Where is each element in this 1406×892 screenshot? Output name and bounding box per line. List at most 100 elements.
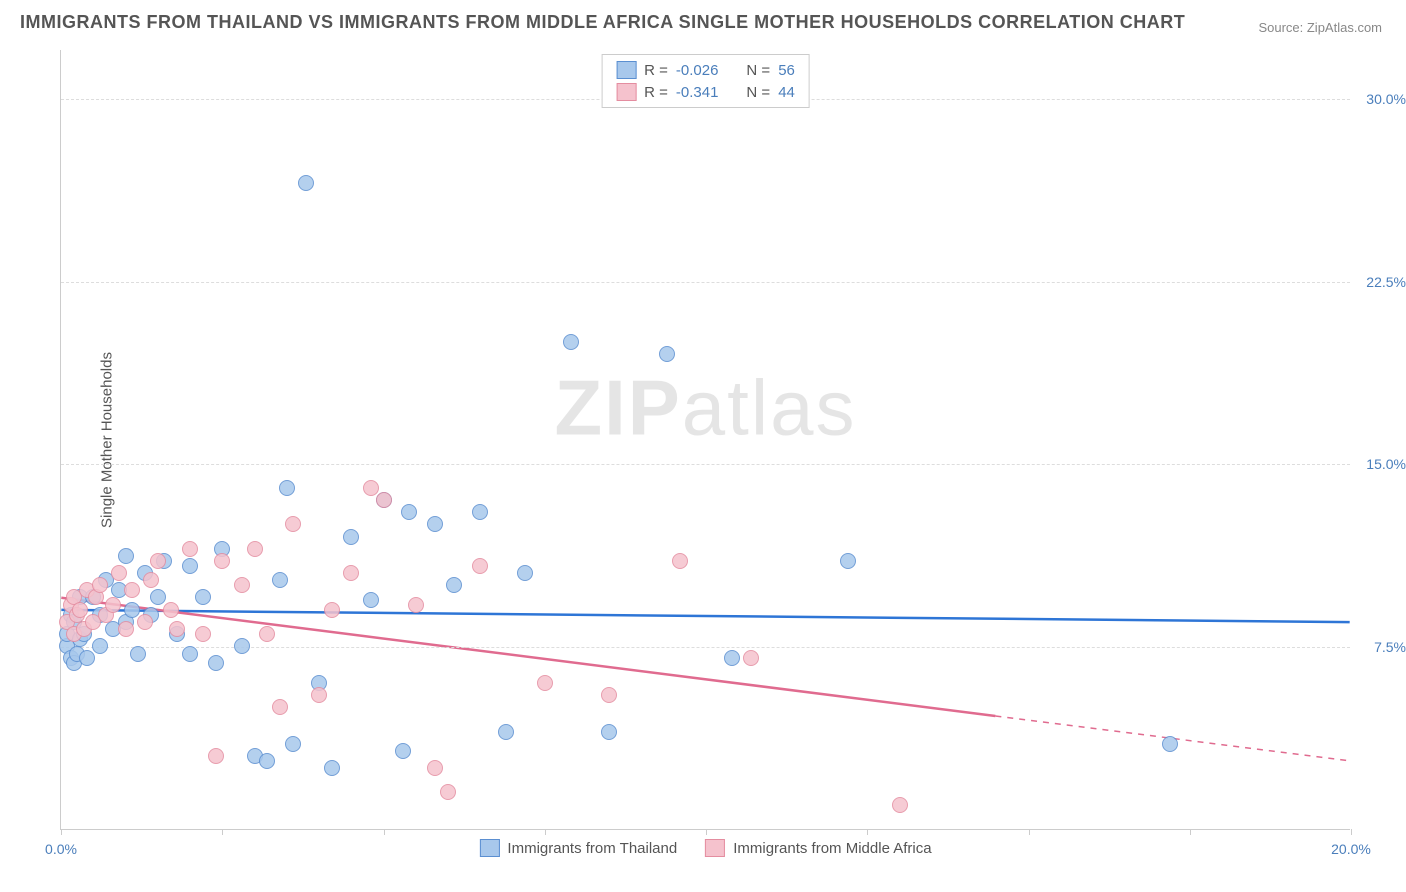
r-label: R = — [644, 62, 668, 79]
n-label: N = — [746, 84, 770, 101]
scatter-point — [182, 541, 198, 557]
x-tick — [61, 829, 62, 835]
legend-item-africa: Immigrants from Middle Africa — [705, 839, 931, 857]
legend-item-thailand: Immigrants from Thailand — [479, 839, 677, 857]
scatter-point — [137, 614, 153, 630]
scatter-point — [324, 760, 340, 776]
legend-swatch-africa — [705, 839, 725, 857]
scatter-point — [298, 175, 314, 191]
x-tick — [706, 829, 707, 835]
scatter-point — [279, 480, 295, 496]
scatter-point — [272, 572, 288, 588]
scatter-point — [234, 577, 250, 593]
x-tick — [1029, 829, 1030, 835]
scatter-point — [124, 582, 140, 598]
scatter-point — [892, 797, 908, 813]
r-value-africa: -0.341 — [676, 84, 719, 101]
scatter-point — [130, 646, 146, 662]
scatter-point — [182, 558, 198, 574]
scatter-point — [150, 589, 166, 605]
scatter-point — [498, 724, 514, 740]
scatter-point — [601, 687, 617, 703]
scatter-point — [208, 748, 224, 764]
scatter-point — [163, 602, 179, 618]
r-value-thailand: -0.026 — [676, 62, 719, 79]
scatter-point — [169, 621, 185, 637]
scatter-point — [427, 516, 443, 532]
scatter-point — [259, 753, 275, 769]
y-axis-label: Single Mother Households — [98, 352, 115, 528]
scatter-point — [472, 558, 488, 574]
scatter-point — [72, 602, 88, 618]
scatter-point — [517, 565, 533, 581]
x-tick — [222, 829, 223, 835]
legend-label-africa: Immigrants from Middle Africa — [733, 840, 931, 857]
scatter-point — [195, 626, 211, 642]
watermark: ZIPatlas — [554, 363, 856, 454]
gridline — [61, 282, 1350, 283]
scatter-point — [234, 638, 250, 654]
y-tick-label: 30.0% — [1366, 91, 1406, 107]
y-tick-label: 15.0% — [1366, 456, 1406, 472]
scatter-point — [324, 602, 340, 618]
correlation-legend: R = -0.026 N = 56 R = -0.341 N = 44 — [601, 54, 810, 108]
scatter-point — [343, 529, 359, 545]
scatter-point — [92, 577, 108, 593]
x-tick — [384, 829, 385, 835]
legend-swatch-thailand — [616, 61, 636, 79]
scatter-point — [272, 699, 288, 715]
legend-swatch-africa — [616, 83, 636, 101]
scatter-point — [659, 346, 675, 362]
scatter-point — [214, 553, 230, 569]
scatter-point — [118, 621, 134, 637]
n-value-africa: 44 — [778, 84, 795, 101]
r-label: R = — [644, 84, 668, 101]
y-tick-label: 22.5% — [1366, 274, 1406, 290]
legend-label-thailand: Immigrants from Thailand — [507, 840, 677, 857]
scatter-point — [118, 548, 134, 564]
scatter-point — [840, 553, 856, 569]
scatter-point — [363, 592, 379, 608]
scatter-point — [285, 516, 301, 532]
x-tick — [1190, 829, 1191, 835]
scatter-point — [440, 784, 456, 800]
scatter-point — [743, 650, 759, 666]
scatter-point — [79, 650, 95, 666]
x-tick — [867, 829, 868, 835]
scatter-point — [427, 760, 443, 776]
legend-row-thailand: R = -0.026 N = 56 — [616, 59, 795, 81]
scatter-point — [105, 597, 121, 613]
scatter-point — [195, 589, 211, 605]
scatter-point — [311, 687, 327, 703]
y-tick-label: 7.5% — [1374, 639, 1406, 655]
series-legend: Immigrants from Thailand Immigrants from… — [479, 839, 931, 857]
scatter-point — [672, 553, 688, 569]
x-tick — [1351, 829, 1352, 835]
scatter-point — [259, 626, 275, 642]
scatter-point — [724, 650, 740, 666]
scatter-point — [150, 553, 166, 569]
scatter-point — [376, 492, 392, 508]
scatter-point — [363, 480, 379, 496]
scatter-point — [285, 736, 301, 752]
scatter-point — [563, 334, 579, 350]
scatter-point — [208, 655, 224, 671]
x-tick-label: 20.0% — [1331, 841, 1371, 857]
scatter-point — [401, 504, 417, 520]
scatter-point — [408, 597, 424, 613]
scatter-point — [446, 577, 462, 593]
n-label: N = — [746, 62, 770, 79]
scatter-point — [182, 646, 198, 662]
scatter-point — [247, 541, 263, 557]
gridline — [61, 464, 1350, 465]
scatter-point — [111, 565, 127, 581]
scatter-point — [601, 724, 617, 740]
gridline — [61, 647, 1350, 648]
chart-container: IMMIGRANTS FROM THAILAND VS IMMIGRANTS F… — [0, 0, 1406, 892]
n-value-thailand: 56 — [778, 62, 795, 79]
legend-swatch-thailand — [479, 839, 499, 857]
scatter-point — [537, 675, 553, 691]
scatter-point — [92, 638, 108, 654]
source-attribution: Source: ZipAtlas.com — [1258, 20, 1382, 35]
chart-title: IMMIGRANTS FROM THAILAND VS IMMIGRANTS F… — [20, 12, 1185, 33]
